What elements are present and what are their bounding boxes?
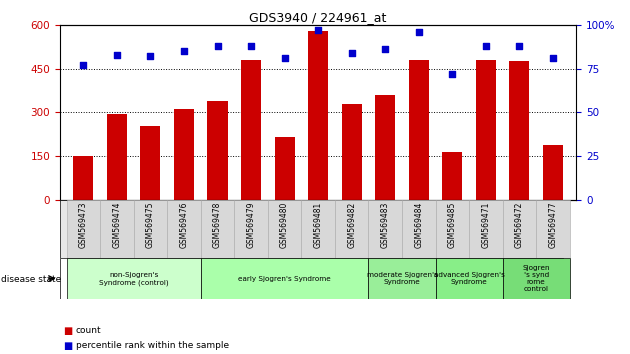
Point [447, 71, 457, 77]
Text: GSM569483: GSM569483 [381, 202, 390, 248]
Point [146, 53, 156, 59]
Bar [73, 156, 93, 200]
Point [112, 52, 122, 57]
Point [514, 43, 524, 48]
Bar [201, 200, 234, 258]
Bar [308, 30, 328, 200]
Bar [435, 200, 469, 258]
Bar [442, 152, 462, 200]
Text: GSM569480: GSM569480 [280, 202, 289, 248]
Text: GSM569472: GSM569472 [515, 202, 524, 248]
Text: GSM569482: GSM569482 [347, 202, 356, 248]
Bar [510, 61, 529, 200]
Point [380, 46, 390, 52]
Bar [107, 114, 127, 200]
Point [481, 43, 491, 48]
Bar [234, 200, 268, 258]
Point [346, 50, 357, 56]
Bar [476, 60, 496, 200]
Text: percentile rank within the sample: percentile rank within the sample [76, 341, 229, 350]
Text: moderate Sjogren's
Syndrome: moderate Sjogren's Syndrome [367, 272, 437, 285]
Bar [409, 60, 429, 200]
Bar [275, 137, 295, 200]
Text: ■: ■ [63, 326, 72, 336]
Text: count: count [76, 326, 101, 336]
Text: GSM569477: GSM569477 [549, 202, 558, 248]
Bar [536, 200, 570, 258]
Text: disease state: disease state [1, 275, 62, 284]
Bar [341, 104, 362, 200]
Bar [174, 109, 194, 200]
Bar [402, 200, 435, 258]
Bar [241, 60, 261, 200]
Point [246, 43, 256, 48]
Bar [201, 258, 369, 299]
Text: GSM569478: GSM569478 [213, 202, 222, 248]
Text: advanced Sjogren's
Syndrome: advanced Sjogren's Syndrome [433, 272, 505, 285]
Text: GSM569485: GSM569485 [448, 202, 457, 248]
Bar [503, 258, 570, 299]
Text: GSM569473: GSM569473 [79, 202, 88, 248]
Point [78, 62, 88, 68]
Bar [67, 258, 201, 299]
Bar [543, 144, 563, 200]
Bar [435, 258, 503, 299]
Bar [100, 200, 134, 258]
Bar [167, 200, 201, 258]
Text: GSM569484: GSM569484 [415, 202, 423, 248]
Text: GSM569481: GSM569481 [314, 202, 323, 248]
Bar [268, 200, 301, 258]
Bar [67, 200, 100, 258]
Text: GSM569471: GSM569471 [481, 202, 490, 248]
Bar [469, 200, 503, 258]
Bar [503, 200, 536, 258]
Point [212, 43, 222, 48]
Text: Sjogren
's synd
rome
control: Sjogren 's synd rome control [522, 265, 550, 292]
Text: early Sjogren's Syndrome: early Sjogren's Syndrome [238, 276, 331, 282]
Text: ■: ■ [63, 341, 72, 351]
Point [179, 48, 189, 54]
Text: non-Sjogren's
Syndrome (control): non-Sjogren's Syndrome (control) [99, 272, 168, 286]
Bar [140, 126, 161, 200]
Bar [369, 258, 435, 299]
Text: GSM569479: GSM569479 [246, 202, 256, 248]
Text: GSM569474: GSM569474 [112, 202, 122, 248]
Title: GDS3940 / 224961_at: GDS3940 / 224961_at [249, 11, 387, 24]
Point [313, 27, 323, 33]
Bar [207, 101, 227, 200]
Bar [335, 200, 369, 258]
Point [414, 29, 424, 35]
Text: GSM569476: GSM569476 [180, 202, 188, 248]
Bar [369, 200, 402, 258]
Bar [301, 200, 335, 258]
Point [280, 55, 290, 61]
Bar [134, 200, 167, 258]
Bar [375, 95, 395, 200]
Text: GSM569475: GSM569475 [146, 202, 155, 248]
Point [548, 55, 558, 61]
